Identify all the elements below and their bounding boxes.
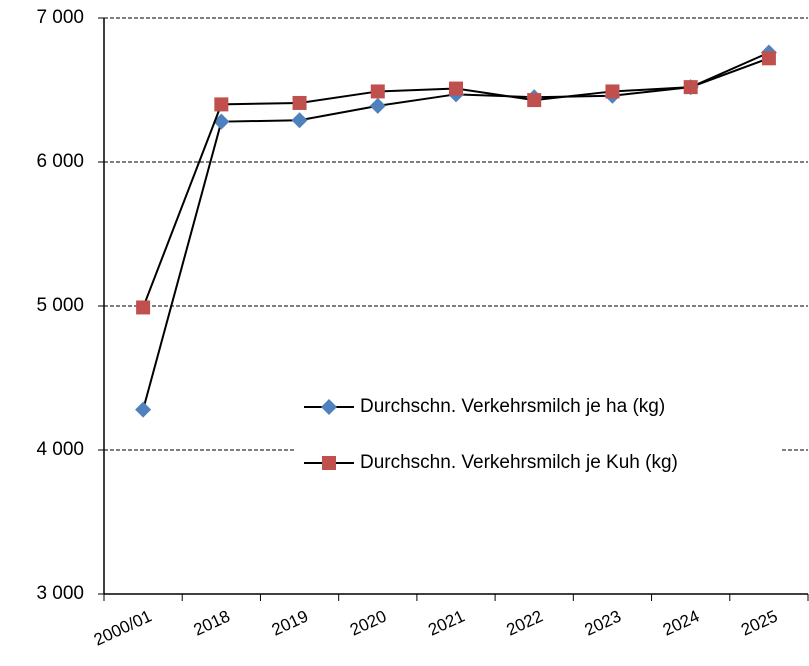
x-tick-label: 2018 [191,606,233,639]
marker [292,95,307,110]
y-tick-label: 6 000 [36,151,84,172]
marker [291,112,308,129]
y-tick-label: 5 000 [36,295,84,316]
x-tick-label: 2023 [582,606,624,639]
marker [369,97,386,114]
legend-box [296,375,780,485]
legend-label: Durchschn. Verkehrsmilch je Kuh (kg) [360,452,678,473]
x-tick-label: 2022 [503,606,545,639]
x-tick-label: 2024 [660,606,702,639]
y-tick-label: 4 000 [36,439,84,460]
series-line [142,51,770,410]
marker [449,81,463,96]
marker [213,113,230,130]
x-tick-label: 2025 [738,606,780,639]
marker [683,80,698,95]
marker [321,399,337,415]
marker [135,401,152,418]
marker [136,300,151,315]
x-tick-label: 2021 [425,606,467,639]
legend-label: Durchschn. Verkehrsmilch je ha (kg) [360,396,665,417]
y-tick-label: 3 000 [36,583,84,604]
x-tick-label: 2020 [347,606,389,639]
legend: Durchschn. Verkehrsmilch je ha (kg) Durch… [296,375,780,485]
marker [605,84,620,99]
marker [214,97,229,112]
marker [761,51,776,66]
marker [527,93,542,108]
marker [322,456,336,470]
marker [370,84,385,99]
x-tick-label: 2000/01 [91,606,155,649]
x-tick-label: 2019 [269,606,311,639]
y-tick-label: 7 000 [36,7,84,28]
